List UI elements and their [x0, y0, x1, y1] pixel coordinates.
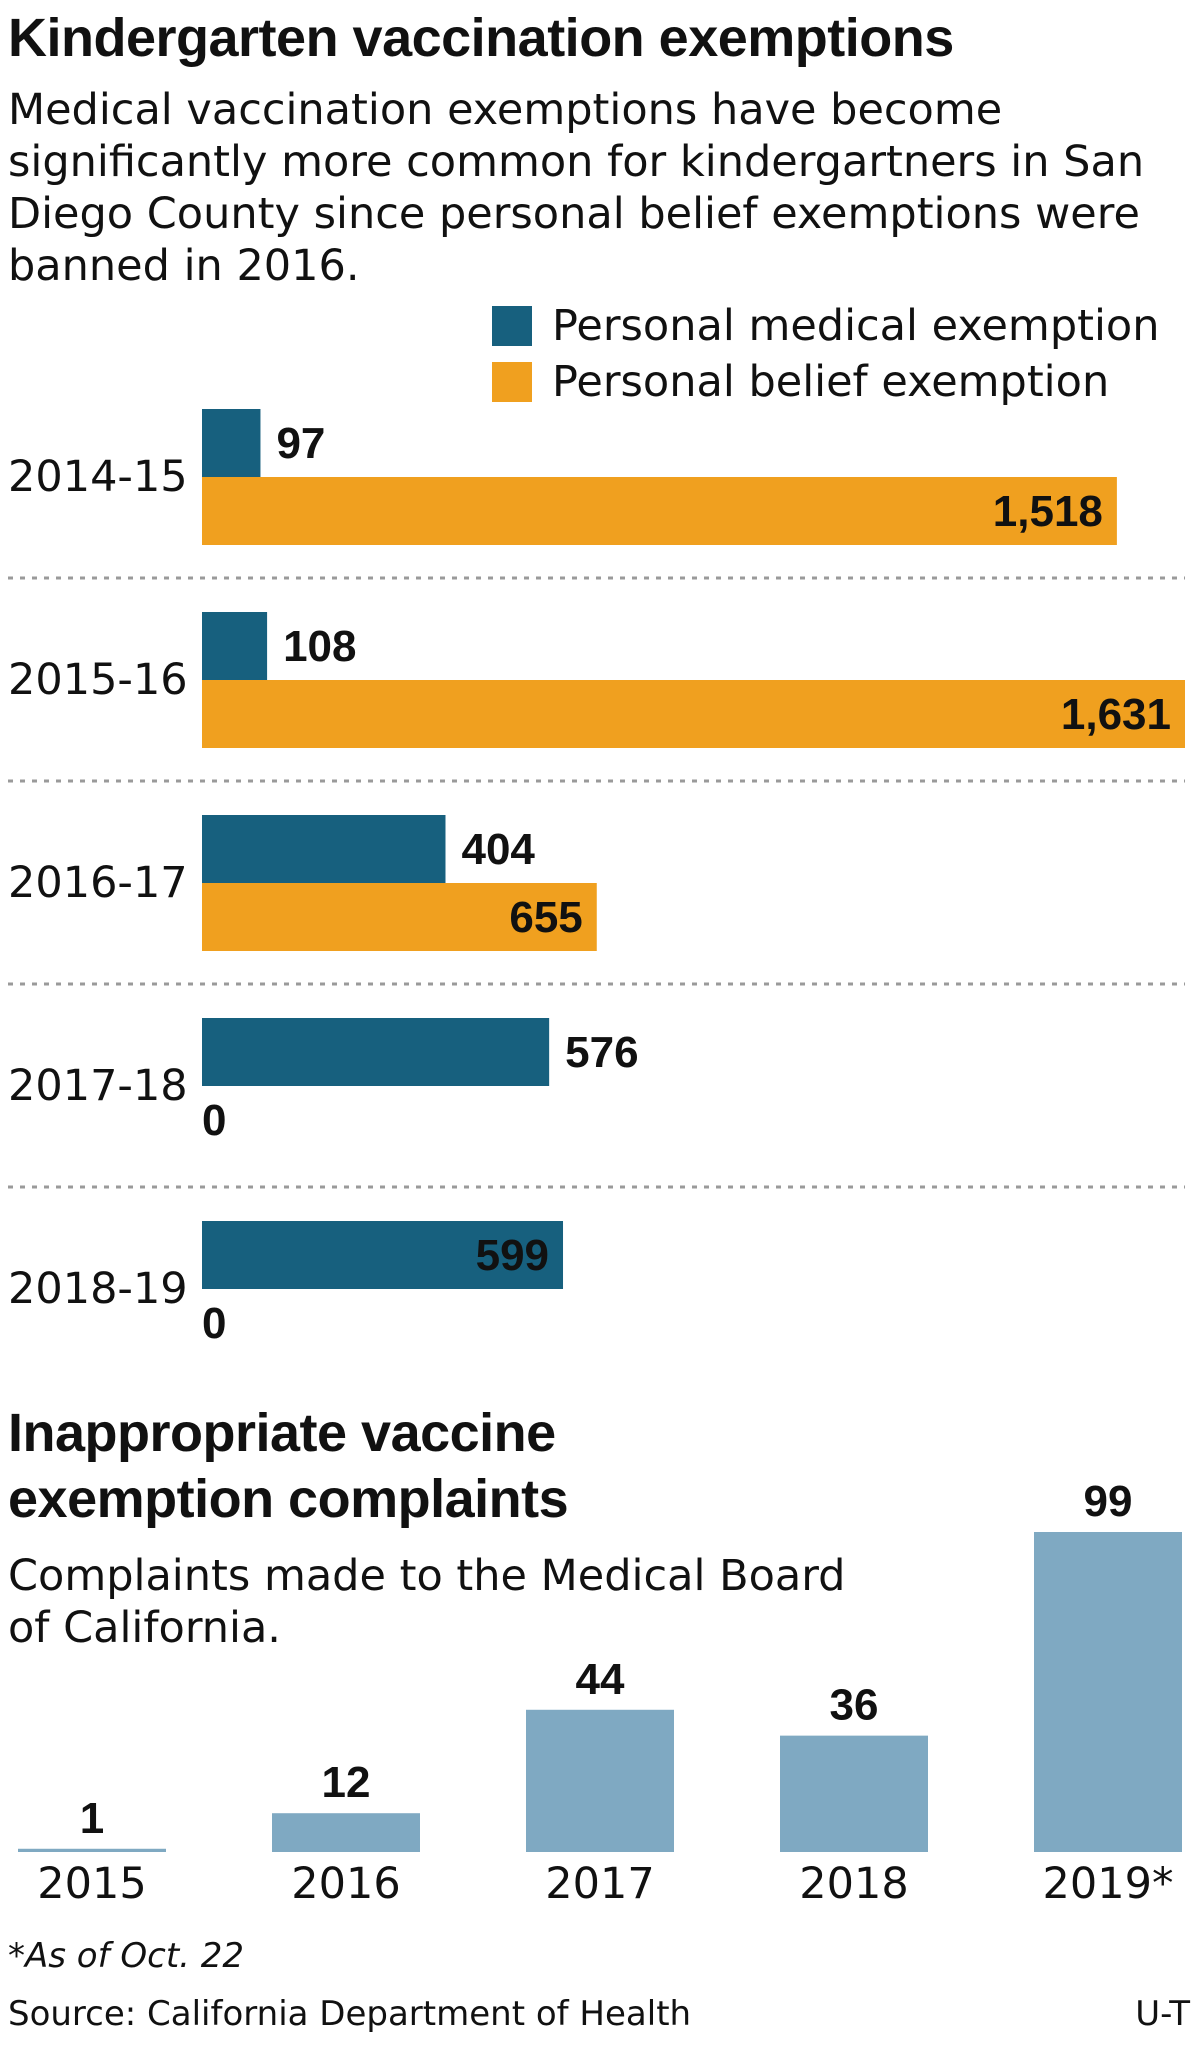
- belief-value-label: 0: [202, 1096, 226, 1145]
- complaint-bar: [272, 1813, 420, 1852]
- complaints-bar-chart: 1 2015 12 2016 44 2017 36 2018 99 2019*: [18, 1477, 1182, 1900]
- complaint-bar: [1034, 1532, 1182, 1852]
- exemptions-bar-chart: 2014-15 97 1,518 2015-16 108 1,631 2016-17 404 6…: [8, 409, 1185, 1348]
- belief-value-label: 655: [509, 893, 582, 942]
- belief-bar: [202, 477, 1117, 545]
- belief-value-label: 0: [202, 1299, 226, 1348]
- complaint-value-label: 12: [322, 1758, 371, 1807]
- complaint-value-label: 1: [80, 1794, 104, 1843]
- complaint-value-label: 44: [576, 1655, 625, 1704]
- medical-value-label: 404: [461, 825, 535, 874]
- complaints-subtitle: Complaints made to the Medical Board of …: [8, 1551, 846, 1653]
- legend-swatch-belief: [492, 362, 532, 402]
- medical-bar: [202, 409, 261, 477]
- medical-value-label: 599: [476, 1231, 549, 1280]
- medical-value-label: 576: [565, 1028, 638, 1077]
- year-label: 2016: [291, 1859, 400, 1900]
- source-note: Source: California Department of Health: [8, 1994, 692, 2034]
- year-label: 2019*: [1043, 1859, 1174, 1900]
- legend-swatch-medical: [492, 306, 532, 346]
- medical-bar: [202, 1221, 564, 1289]
- belief-value-label: 1,518: [993, 487, 1103, 536]
- chart-subtitle: Medical vaccination exemptions have beco…: [8, 85, 1145, 291]
- footnote: *As of Oct. 22: [8, 1936, 245, 1976]
- medical-value-label: 97: [276, 419, 325, 468]
- credit: U-T: [1135, 1994, 1190, 2034]
- chart-title: Kindergarten vaccination exemptions: [8, 8, 954, 68]
- year-label: 2018: [799, 1859, 908, 1900]
- medical-value-label: 108: [283, 622, 356, 671]
- category-label: 2017-18: [8, 1061, 188, 1111]
- category-label: 2018-19: [8, 1264, 188, 1314]
- medical-bar: [202, 815, 446, 883]
- legend-item-belief: Personal belief exemption: [492, 354, 1159, 410]
- legend-label-belief: Personal belief exemption: [552, 357, 1110, 407]
- complaint-value-label: 36: [830, 1681, 879, 1730]
- complaint-value-label: 99: [1084, 1477, 1133, 1526]
- medical-bar: [202, 1018, 550, 1086]
- category-label: 2016-17: [8, 858, 188, 908]
- legend-item-medical: Personal medical exemption: [492, 298, 1159, 354]
- complaint-bar: [526, 1709, 674, 1852]
- belief-value-label: 1,631: [1061, 690, 1171, 739]
- belief-bar: [202, 680, 1185, 748]
- year-label: 2017: [545, 1859, 654, 1900]
- complaints-title: Inappropriate vaccine exemption complain…: [8, 1403, 569, 1529]
- legend-label-medical: Personal medical exemption: [552, 301, 1160, 351]
- complaint-bar: [18, 1848, 166, 1852]
- category-label: 2015-16: [8, 655, 188, 705]
- complaint-bar: [780, 1735, 928, 1852]
- legend: Personal medical exemption Personal beli…: [492, 298, 1159, 410]
- category-label: 2014-15: [8, 452, 188, 502]
- belief-bar: [202, 883, 597, 951]
- medical-bar: [202, 612, 268, 680]
- year-label: 2015: [37, 1859, 146, 1900]
